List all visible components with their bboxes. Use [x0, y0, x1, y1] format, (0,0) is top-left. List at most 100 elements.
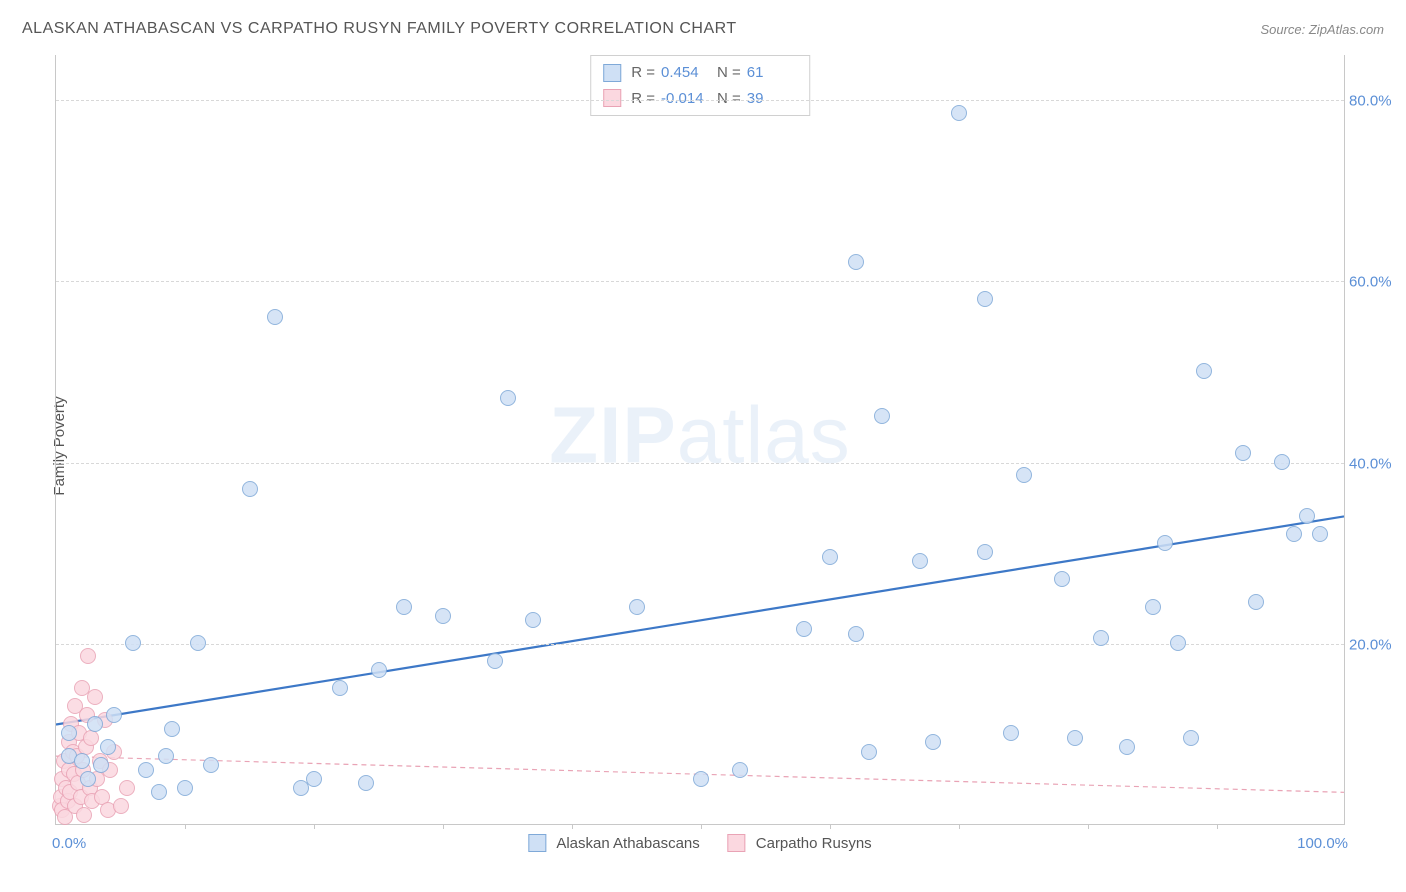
data-point [242, 481, 258, 497]
data-point [113, 798, 129, 814]
data-point [1119, 739, 1135, 755]
swatch-series-2 [603, 89, 621, 107]
r-label-1: R = [631, 60, 655, 86]
data-point [80, 771, 96, 787]
data-point [1274, 454, 1290, 470]
data-point [977, 291, 993, 307]
data-point [371, 662, 387, 678]
data-point [861, 744, 877, 760]
data-point [106, 707, 122, 723]
r-value-1: 0.454 [661, 60, 711, 86]
watermark: ZIPatlas [549, 389, 850, 481]
stats-row-series-1: R = 0.454 N = 61 [603, 60, 797, 86]
data-point [396, 599, 412, 615]
stats-row-series-2: R = -0.014 N = 39 [603, 86, 797, 112]
data-point [83, 730, 99, 746]
data-point [525, 612, 541, 628]
data-point [1157, 535, 1173, 551]
y-tick-label: 60.0% [1349, 274, 1404, 291]
data-point [951, 105, 967, 121]
x-tick-max: 100.0% [1297, 835, 1348, 852]
data-point [1196, 363, 1212, 379]
data-point [332, 680, 348, 696]
data-point [61, 725, 77, 741]
r-label-2: R = [631, 86, 655, 112]
data-point [1093, 630, 1109, 646]
watermark-rest: atlas [677, 390, 851, 479]
data-point [306, 771, 322, 787]
data-point [80, 648, 96, 664]
watermark-bold: ZIP [549, 390, 676, 479]
bottom-legend: Alaskan Athabascans Carpatho Rusyns [528, 834, 871, 852]
x-tick [701, 824, 702, 829]
legend-label-1: Alaskan Athabascans [556, 835, 699, 852]
data-point [164, 721, 180, 737]
stats-legend-box: R = 0.454 N = 61 R = -0.014 N = 39 [590, 55, 810, 116]
data-point [848, 626, 864, 642]
data-point [848, 254, 864, 270]
data-point [358, 775, 374, 791]
gridline: 60.0% [56, 281, 1344, 282]
data-point [1145, 599, 1161, 615]
data-point [151, 784, 167, 800]
gridline: 40.0% [56, 463, 1344, 464]
data-point [267, 309, 283, 325]
data-point [1312, 526, 1328, 542]
data-point [1235, 445, 1251, 461]
x-tick [959, 824, 960, 829]
data-point [925, 734, 941, 750]
x-tick [1088, 824, 1089, 829]
data-point [912, 553, 928, 569]
chart-title: ALASKAN ATHABASCAN VS CARPATHO RUSYN FAM… [22, 20, 737, 38]
x-tick [314, 824, 315, 829]
data-point [874, 408, 890, 424]
data-point [1183, 730, 1199, 746]
data-point [87, 689, 103, 705]
data-point [74, 753, 90, 769]
data-point [1299, 508, 1315, 524]
data-point [158, 748, 174, 764]
n-value-2: 39 [747, 86, 797, 112]
legend-swatch-2 [728, 834, 746, 852]
y-tick-label: 20.0% [1349, 636, 1404, 653]
n-label-2: N = [717, 86, 741, 112]
legend-item-2: Carpatho Rusyns [728, 834, 872, 852]
data-point [1170, 635, 1186, 651]
data-point [87, 716, 103, 732]
gridline: 80.0% [56, 100, 1344, 101]
data-point [822, 549, 838, 565]
trend-lines-layer [56, 55, 1344, 824]
source-attribution: Source: ZipAtlas.com [1260, 22, 1384, 37]
data-point [93, 757, 109, 773]
n-label-1: N = [717, 60, 741, 86]
data-point [1003, 725, 1019, 741]
data-point [487, 653, 503, 669]
y-tick-label: 80.0% [1349, 93, 1404, 110]
plot-area: ZIPatlas R = 0.454 N = 61 R = -0.014 N =… [55, 55, 1345, 825]
x-tick-min: 0.0% [52, 835, 86, 852]
data-point [190, 635, 206, 651]
r-value-2: -0.014 [661, 86, 711, 112]
data-point [977, 544, 993, 560]
legend-item-1: Alaskan Athabascans [528, 834, 699, 852]
data-point [1054, 571, 1070, 587]
y-tick-label: 40.0% [1349, 455, 1404, 472]
legend-label-2: Carpatho Rusyns [756, 835, 872, 852]
data-point [1067, 730, 1083, 746]
data-point [435, 608, 451, 624]
data-point [100, 739, 116, 755]
data-point [796, 621, 812, 637]
trend-line [56, 516, 1344, 724]
x-tick [185, 824, 186, 829]
data-point [119, 780, 135, 796]
data-point [732, 762, 748, 778]
legend-swatch-1 [528, 834, 546, 852]
x-tick [572, 824, 573, 829]
data-point [76, 807, 92, 823]
data-point [693, 771, 709, 787]
data-point [138, 762, 154, 778]
x-tick [830, 824, 831, 829]
gridline: 20.0% [56, 644, 1344, 645]
data-point [500, 390, 516, 406]
data-point [1248, 594, 1264, 610]
